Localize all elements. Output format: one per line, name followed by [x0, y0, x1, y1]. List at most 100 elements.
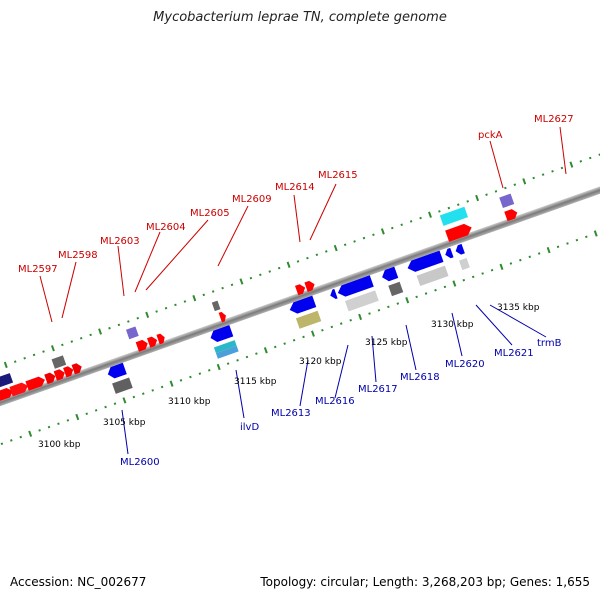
- tick-mark: [551, 170, 554, 173]
- tick-mark: [216, 363, 221, 371]
- gene-block[interactable]: [211, 300, 221, 312]
- tick-mark: [89, 333, 92, 337]
- reverse-gene-label[interactable]: ML2621: [494, 348, 534, 359]
- forward-tick-track: [3, 153, 600, 369]
- tick-mark: [415, 295, 418, 299]
- gene-arrow-reverse[interactable]: [106, 362, 127, 380]
- gene-block[interactable]: [458, 258, 470, 271]
- forward-gene-label[interactable]: ML2614: [275, 182, 315, 193]
- gene-arrow-forward[interactable]: [156, 333, 166, 345]
- gene-arrow-reverse[interactable]: [406, 250, 444, 274]
- tick-mark: [273, 345, 277, 349]
- gene-arrow-forward[interactable]: [146, 335, 159, 348]
- gene-arrow-forward[interactable]: [218, 311, 228, 323]
- gene-block[interactable]: [295, 310, 322, 329]
- tick-mark: [207, 369, 211, 372]
- gene-block[interactable]: [344, 290, 379, 312]
- label-leader-line: [299, 359, 309, 407]
- forward-gene-label[interactable]: ML2597: [18, 264, 58, 275]
- gene-block[interactable]: [439, 206, 468, 226]
- gene-block[interactable]: [112, 377, 133, 394]
- tick-mark: [23, 356, 26, 360]
- label-leader-line: [145, 219, 209, 291]
- gene-arrow-forward[interactable]: [71, 362, 84, 375]
- tick-mark: [28, 430, 33, 437]
- gene-block[interactable]: [416, 265, 449, 287]
- gene-arrow-reverse[interactable]: [380, 266, 399, 283]
- gene-block[interactable]: [499, 193, 515, 208]
- gene-arrow-forward[interactable]: [53, 368, 67, 381]
- reverse-gene-label[interactable]: trmB: [537, 338, 562, 349]
- forward-gene-label[interactable]: pckA: [478, 130, 503, 141]
- tick-mark: [519, 258, 522, 262]
- gene-block[interactable]: [125, 326, 139, 340]
- forward-gene-label[interactable]: ML2627: [534, 114, 574, 125]
- label-leader-line: [371, 335, 377, 383]
- tick-mark: [164, 306, 168, 310]
- tick-mark: [475, 194, 480, 202]
- tick-mark: [198, 372, 202, 375]
- reverse-gene-label[interactable]: ML2618: [400, 372, 440, 383]
- gene-arrow-reverse[interactable]: [288, 295, 317, 316]
- tick-mark: [79, 336, 83, 340]
- gene-block[interactable]: [51, 355, 67, 369]
- tick-mark: [339, 322, 343, 325]
- forward-gene-label[interactable]: ML2604: [146, 222, 186, 233]
- tick-mark: [456, 203, 460, 206]
- tick-mark: [509, 262, 513, 265]
- tick-mark: [302, 335, 305, 339]
- gene-arrow-reverse[interactable]: [209, 325, 234, 344]
- gene-arrow-forward[interactable]: [304, 280, 316, 292]
- forward-gene-label[interactable]: ML2615: [318, 170, 358, 181]
- topology-text: Topology: circular; Length: 3,268,203 bp…: [260, 575, 590, 589]
- gene-arrow-forward[interactable]: [63, 365, 75, 378]
- gene-arrow-forward[interactable]: [294, 283, 307, 296]
- label-leader-line: [489, 304, 547, 338]
- tick-mark: [343, 243, 347, 247]
- label-leader-line: [475, 304, 513, 346]
- gene-arrow-reverse[interactable]: [454, 243, 465, 256]
- gene-arrow-forward[interactable]: [0, 386, 15, 403]
- reverse-gene-label[interactable]: ML2600: [120, 457, 160, 468]
- tick-mark: [353, 240, 356, 243]
- tick-mark: [588, 156, 592, 160]
- gene-block[interactable]: [213, 340, 237, 354]
- reverse-gene-label[interactable]: ML2613: [271, 408, 311, 419]
- gene-arrow-reverse[interactable]: [444, 247, 454, 260]
- reverse-gene-label[interactable]: ML2620: [445, 359, 485, 370]
- tick-mark: [38, 429, 41, 432]
- gene-arrow-forward[interactable]: [135, 339, 150, 352]
- forward-gene-label[interactable]: ML2603: [100, 236, 140, 247]
- gene-arrow-reverse[interactable]: [329, 288, 338, 300]
- tick-mark: [513, 183, 517, 186]
- gene-arrow-forward[interactable]: [25, 375, 46, 391]
- forward-gene-label[interactable]: ML2598: [58, 250, 98, 261]
- scale-label: 3130 kbp: [431, 320, 474, 330]
- tick-mark: [268, 270, 272, 273]
- gene-arrow-reverse[interactable]: [336, 275, 374, 298]
- reverse-gene-label[interactable]: ML2616: [315, 396, 355, 407]
- scale-label: 3135 kbp: [497, 303, 540, 313]
- tick-mark: [66, 419, 70, 422]
- forward-gene-label[interactable]: ML2605: [190, 208, 230, 219]
- gene-arrow-forward[interactable]: [44, 371, 57, 385]
- tick-mark: [522, 178, 527, 185]
- gene-arrow-forward[interactable]: [445, 222, 474, 242]
- reverse-features: [106, 243, 470, 394]
- gene-block[interactable]: [388, 281, 404, 297]
- label-leader-line: [293, 194, 301, 243]
- scale-label: 3100 kbp: [38, 440, 81, 450]
- forward-gene-label[interactable]: ML2609: [232, 194, 272, 205]
- tick-mark: [245, 355, 249, 359]
- gene-block[interactable]: [215, 345, 239, 359]
- tick-mark: [136, 316, 140, 320]
- tick-mark: [428, 211, 432, 218]
- gene-arrow-forward[interactable]: [504, 208, 519, 222]
- reverse-gene-label[interactable]: ML2617: [358, 384, 398, 395]
- tick-mark: [13, 360, 17, 363]
- reverse-gene-label[interactable]: ilvD: [240, 422, 259, 433]
- gene-arrow-forward[interactable]: [9, 381, 29, 397]
- reverse-tick-track: [0, 230, 598, 446]
- tick-mark: [277, 266, 281, 270]
